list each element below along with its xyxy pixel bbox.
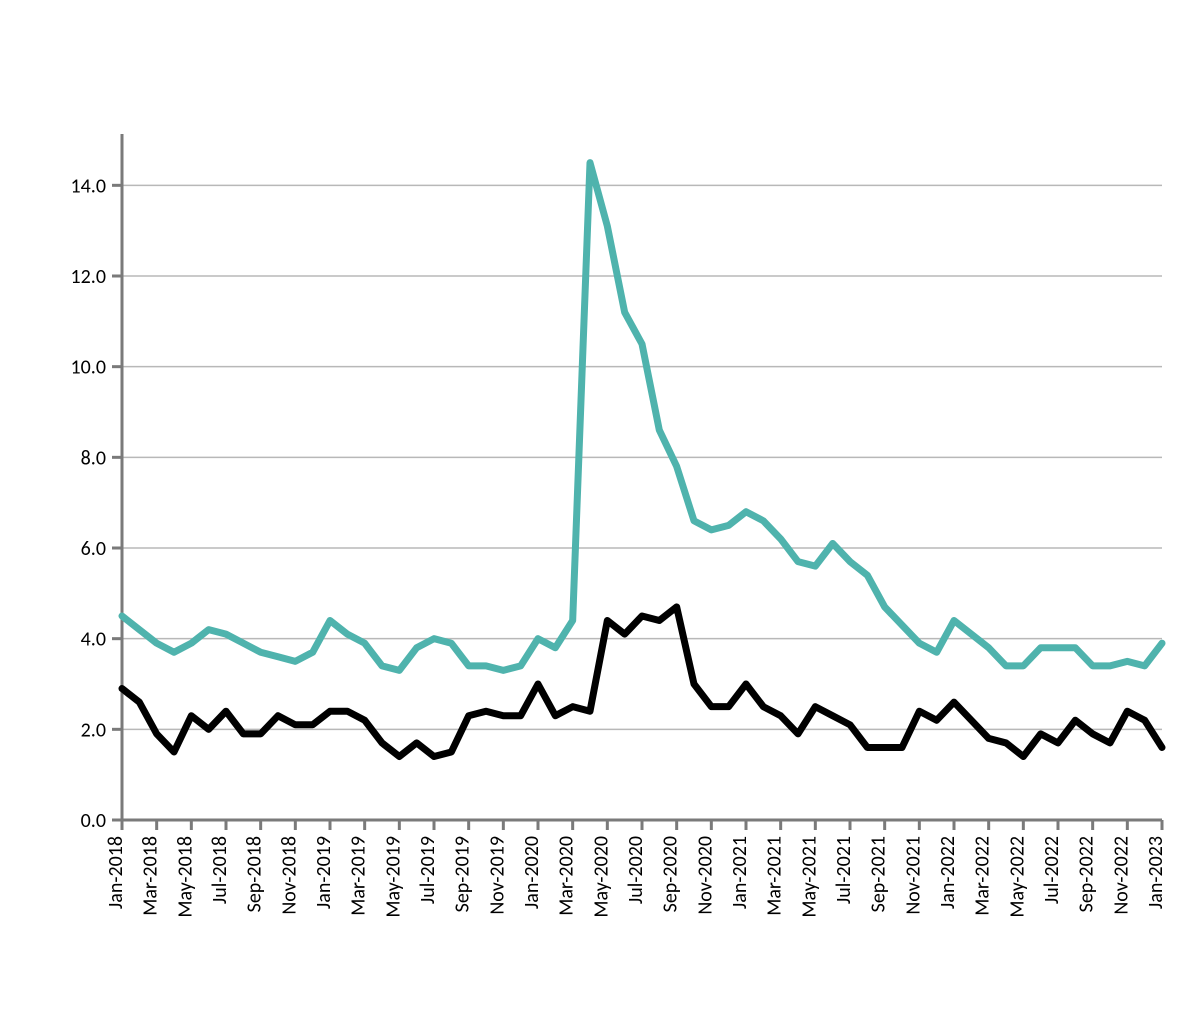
chart-container: UNEMPLOYMENT RATE TRENDING Tech Occupati… xyxy=(0,0,1200,1036)
svg-text:6.0: 6.0 xyxy=(81,537,106,561)
svg-text:Jul-2020: Jul-2020 xyxy=(624,836,648,904)
svg-text:Mar-2018: Mar-2018 xyxy=(139,836,163,916)
svg-text:Jul-2022: Jul-2022 xyxy=(1040,836,1064,904)
svg-text:Jan-2022: Jan-2022 xyxy=(936,836,960,909)
svg-text:Jan-2021: Jan-2021 xyxy=(728,836,752,909)
svg-text:Mar-2022: Mar-2022 xyxy=(971,836,995,916)
svg-text:May-2019: May-2019 xyxy=(381,836,405,918)
svg-text:Mar-2020: Mar-2020 xyxy=(555,836,579,916)
svg-text:May-2022: May-2022 xyxy=(1005,836,1029,918)
svg-text:May-2018: May-2018 xyxy=(173,836,197,918)
svg-text:Mar-2021: Mar-2021 xyxy=(763,836,787,916)
svg-text:Sep-2020: Sep-2020 xyxy=(659,836,683,912)
svg-text:8.0: 8.0 xyxy=(81,446,106,470)
svg-text:Nov-2020: Nov-2020 xyxy=(693,836,717,915)
svg-text:2.0: 2.0 xyxy=(81,718,106,742)
svg-text:May-2021: May-2021 xyxy=(797,836,821,918)
svg-text:Sep-2022: Sep-2022 xyxy=(1075,836,1099,912)
svg-text:Jan-2018: Jan-2018 xyxy=(104,836,128,909)
svg-text:Jan-2019: Jan-2019 xyxy=(312,836,336,909)
svg-text:Mar-2019: Mar-2019 xyxy=(347,836,371,916)
svg-text:Nov-2018: Nov-2018 xyxy=(277,836,301,915)
svg-text:Sep-2021: Sep-2021 xyxy=(867,836,891,912)
svg-text:Nov-2021: Nov-2021 xyxy=(901,836,925,915)
svg-text:0.0: 0.0 xyxy=(81,809,106,833)
chart-svg: 0.0 2.0 4.0 6.0 8.0 10.0 12.0 14.0 Jan-2018 Mar-2… xyxy=(0,0,1200,1036)
svg-text:Jan-2023: Jan-2023 xyxy=(1144,836,1168,909)
svg-text:10.0: 10.0 xyxy=(71,356,106,380)
svg-text:Nov-2019: Nov-2019 xyxy=(485,836,509,915)
svg-text:Jan-2020: Jan-2020 xyxy=(520,836,544,909)
svg-text:Sep-2019: Sep-2019 xyxy=(451,836,475,912)
svg-text:Jul-2021: Jul-2021 xyxy=(832,836,856,904)
svg-text:14.0: 14.0 xyxy=(71,174,106,198)
svg-text:4.0: 4.0 xyxy=(81,628,106,652)
svg-text:May-2020: May-2020 xyxy=(589,836,613,918)
svg-text:Jul-2018: Jul-2018 xyxy=(208,836,232,904)
svg-text:Sep-2018: Sep-2018 xyxy=(243,836,267,912)
svg-text:Jul-2019: Jul-2019 xyxy=(416,836,440,904)
svg-text:12.0: 12.0 xyxy=(71,265,106,289)
svg-text:Nov-2022: Nov-2022 xyxy=(1109,836,1133,915)
plot-area: 0.0 2.0 4.0 6.0 8.0 10.0 12.0 14.0 Jan-2018 Mar-2… xyxy=(0,0,1200,1036)
